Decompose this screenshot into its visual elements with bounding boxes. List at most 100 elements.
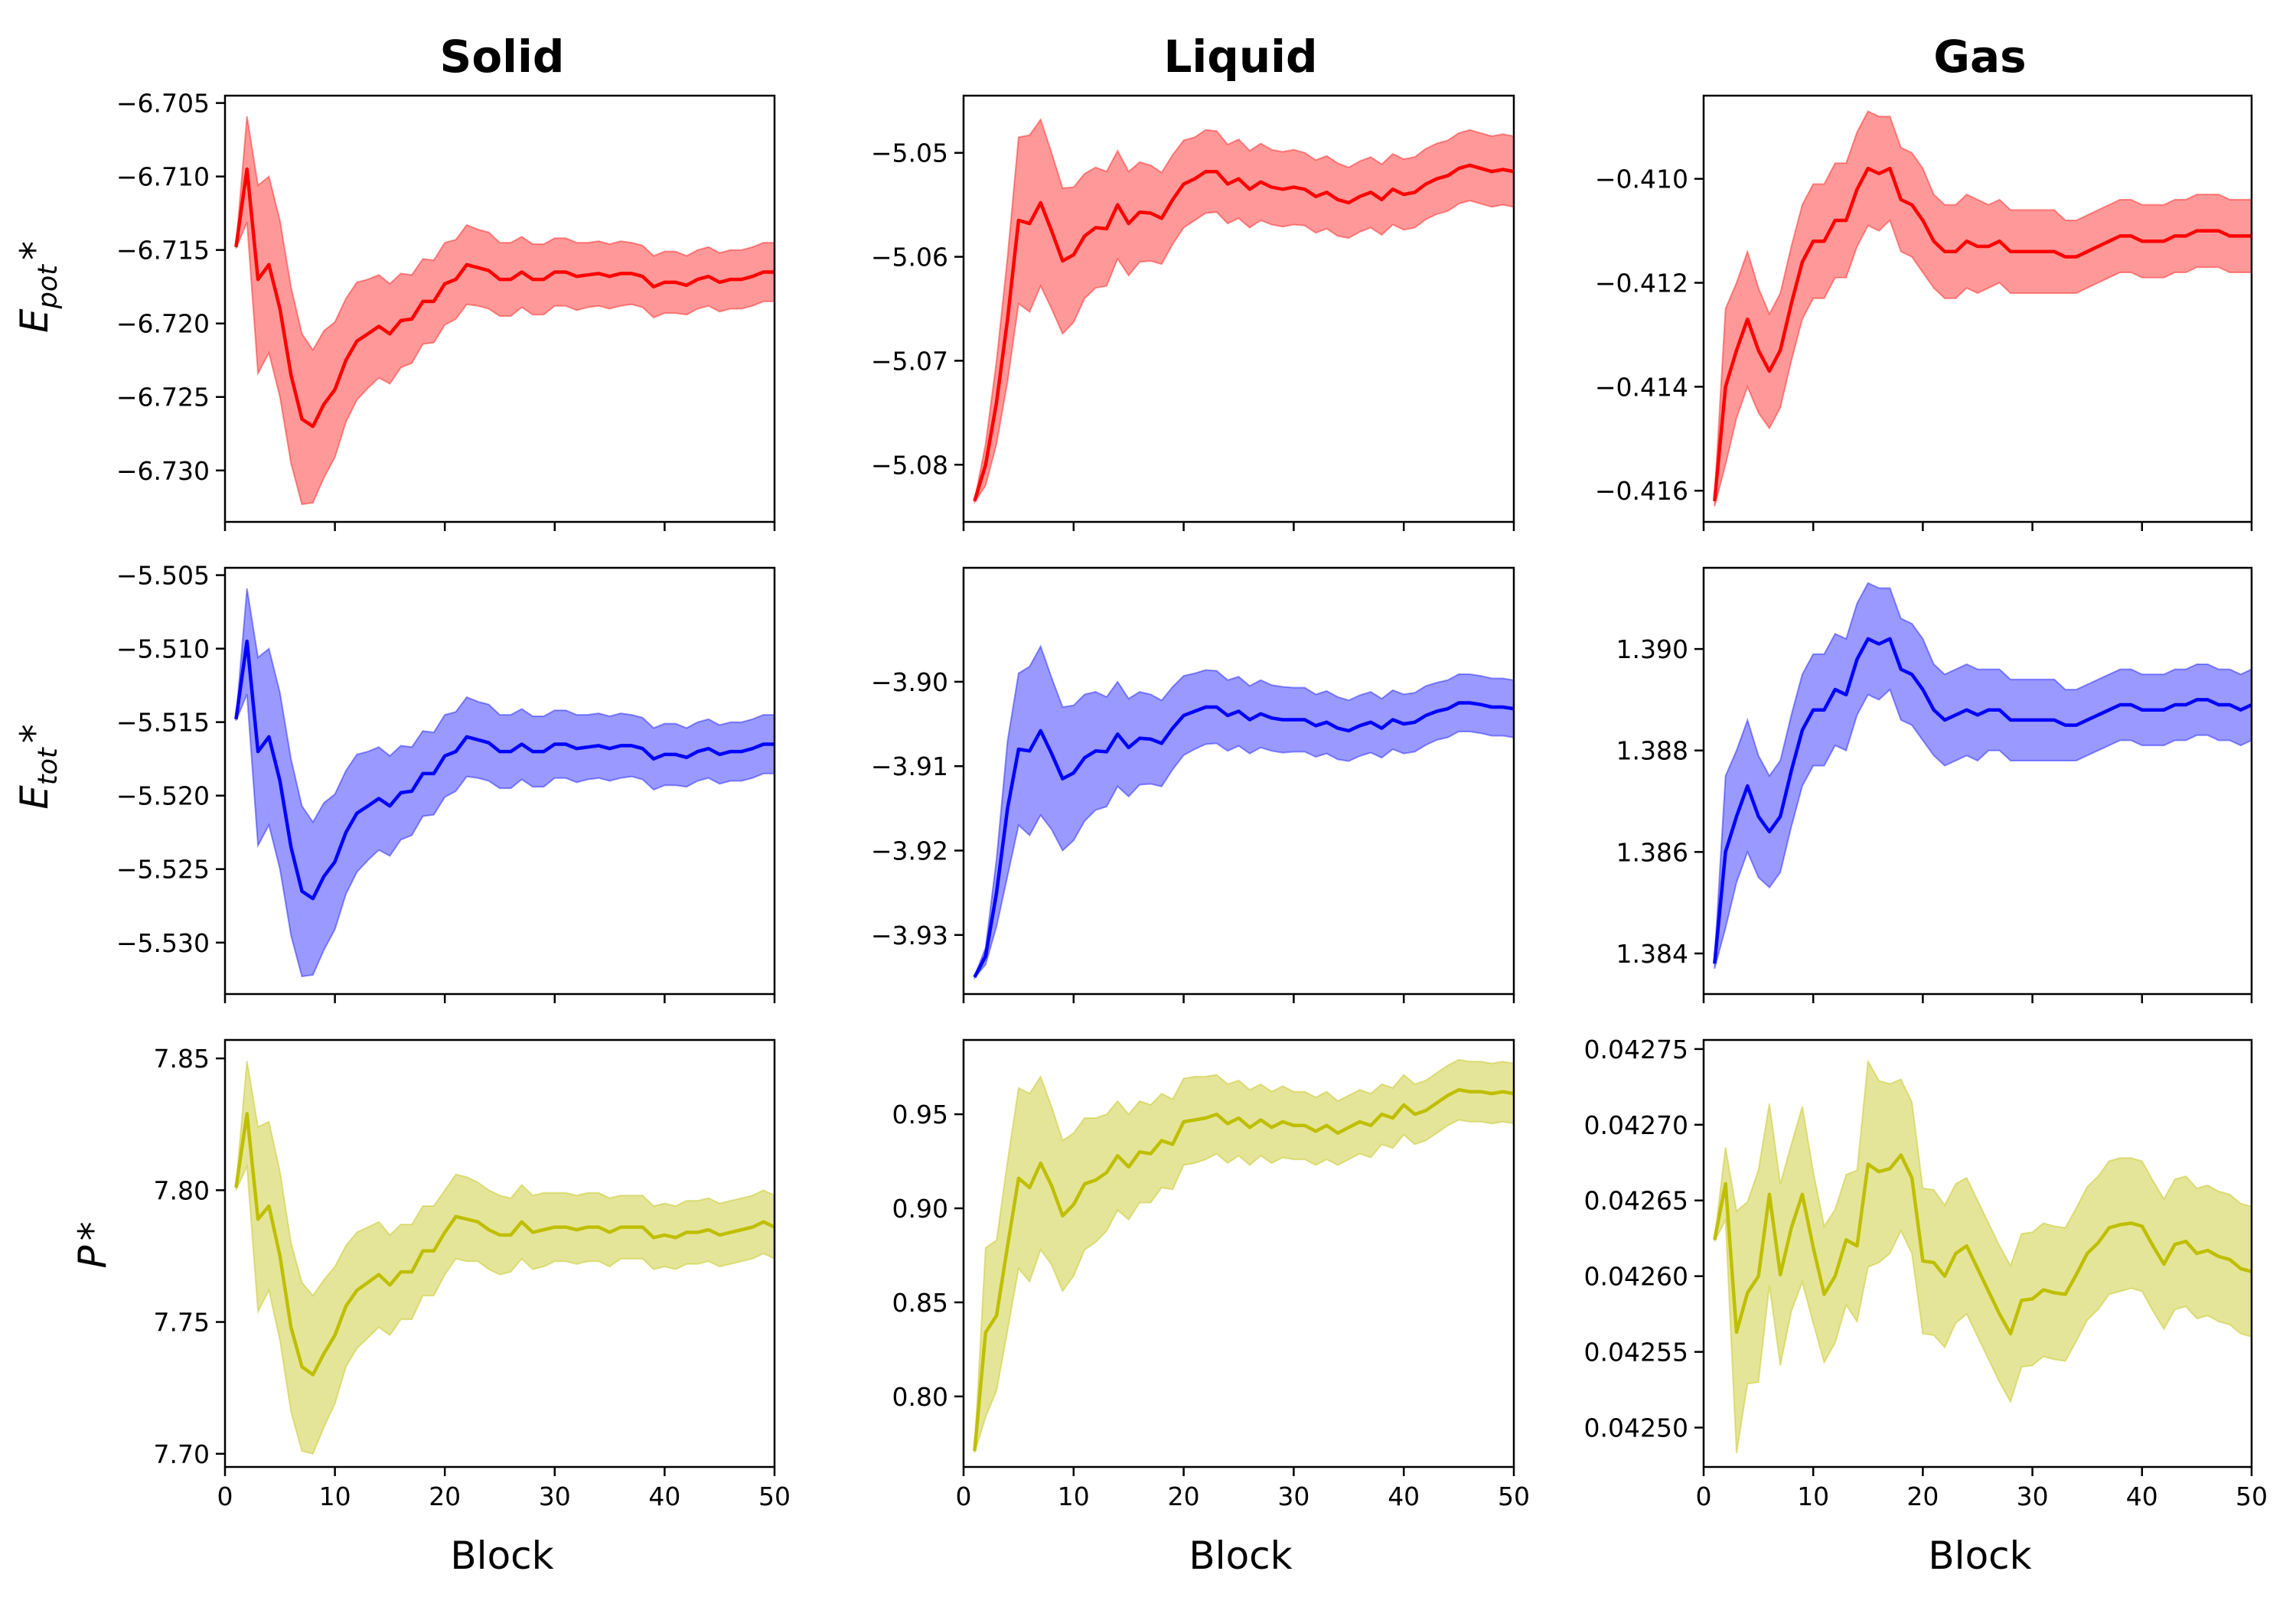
panel-etot-liquid-ytick-label: −3.92: [871, 836, 948, 865]
panel-p-solid-xtick-label: 40: [648, 1482, 680, 1511]
panel-p-gas-series-line: [1713, 1153, 2252, 1336]
panel-p-liquid-frame: [962, 1038, 1515, 1468]
panel-p-solid-ytick-label: 7.75: [154, 1308, 210, 1338]
panel-epot-gas-series-line: [1713, 166, 2252, 502]
panel-etot-gas-series-line: [1713, 637, 2252, 964]
panel-etot-gas-frame: [1702, 566, 2253, 996]
panel-p-solid-ytick-label: 7.70: [154, 1439, 210, 1469]
panel-p-solid: 0 10 20 30 40 50 7.70 7.75 7.80 7.85: [154, 1038, 791, 1511]
column-title-liquid: Liquid: [1163, 31, 1317, 83]
panel-etot-liquid-error-band: [974, 644, 1514, 980]
panel-p-gas-xtick-label: 50: [2236, 1482, 2268, 1511]
panel-epot-solid-ytick-label: −6.705: [116, 89, 210, 119]
panel-epot-liquid-ytick-label: −5.07: [871, 346, 948, 376]
panel-epot-liquid-error-band: [974, 117, 1514, 505]
panel-epot-solid: −6.730 −6.725 −6.720 −6.715 −6.710 −6.705: [116, 89, 776, 531]
panel-epot-solid-ytick-label: −6.725: [116, 383, 210, 412]
column-titles: Solid Liquid Gas: [440, 31, 2027, 83]
panel-epot-liquid-ytick-label: −5.05: [871, 139, 948, 168]
panel-epot-solid-ytick-label: −6.715: [116, 236, 210, 266]
panel-p-gas-xtick-label: 40: [2126, 1482, 2158, 1511]
panel-epot-liquid-ytick-label: −5.06: [871, 243, 948, 272]
x-label-liquid: Block: [1189, 1534, 1292, 1578]
panel-p-solid-series-line: [234, 1112, 775, 1377]
panel-etot-liquid-ytick-label: −3.91: [871, 751, 948, 781]
panel-etot-gas-ytick-label: 1.390: [1616, 634, 1688, 664]
panel-etot-liquid-frame: [962, 566, 1515, 996]
panel-p-gas-xtick-label: 20: [1906, 1482, 1939, 1511]
panel-p-solid-xtick-label: 0: [217, 1482, 233, 1511]
panel-p-gas-ytick-label: 0.04260: [1584, 1262, 1688, 1292]
panel-p-solid-frame: [223, 1038, 776, 1468]
panel-p-solid-xtick-label: 10: [319, 1482, 351, 1511]
panel-epot-solid-frame: [223, 94, 776, 523]
panel-p-gas-ytick-label: 0.04255: [1584, 1338, 1688, 1367]
column-title-solid: Solid: [440, 31, 565, 83]
panel-p-gas-ytick-label: 0.04275: [1584, 1035, 1688, 1064]
panel-etot-solid-ytick-label: −5.510: [116, 634, 210, 664]
panel-etot-gas: 1.384 1.386 1.388 1.390: [1616, 566, 2253, 1003]
panel-p-liquid-ytick-label: 0.80: [892, 1382, 948, 1412]
panel-epot-liquid-ytick-label: −5.08: [871, 450, 948, 480]
panel-etot-liquid-ytick-label: −3.93: [871, 921, 948, 950]
panel-p-gas-ytick-label: 0.04265: [1584, 1186, 1688, 1216]
panel-p-liquid-error-band: [974, 1058, 1514, 1453]
x-axis-labels: Block Block Block: [450, 1534, 2031, 1578]
panel-etot-solid-ytick-label: −5.525: [116, 855, 210, 885]
panel-etot-gas-ytick-label: 1.384: [1616, 939, 1688, 969]
x-label-gas: Block: [1928, 1534, 2031, 1578]
panel-p-liquid: 0 10 20 30 40 50 0.80 0.85 0.90 0.95: [892, 1038, 1530, 1511]
panel-p-liquid-xtick-label: 0: [956, 1482, 972, 1511]
row-label-etot: Etot*: [12, 724, 64, 809]
panel-p-liquid-xtick-label: 50: [1498, 1482, 1530, 1511]
panel-etot-solid-ytick-label: −5.515: [116, 708, 210, 738]
panel-etot-solid-frame: [223, 566, 776, 996]
panel-epot-gas-ytick-label: −0.414: [1595, 372, 1688, 402]
panel-p-solid-xtick-label: 50: [758, 1482, 791, 1511]
panel-epot-liquid-series-line: [973, 163, 1514, 502]
panel-epot-gas-frame: [1702, 94, 2253, 523]
x-label-solid: Block: [450, 1534, 553, 1578]
panel-p-liquid-xtick-label: 20: [1168, 1482, 1200, 1511]
panel-p-solid-ytick-label: 7.80: [154, 1175, 210, 1205]
panel-etot-solid-series-line: [234, 639, 775, 901]
panel-p-liquid-xtick-label: 10: [1058, 1482, 1090, 1511]
panel-etot-gas-error-band: [1714, 582, 2252, 970]
panel-p-solid-xtick-label: 30: [539, 1482, 571, 1511]
panel-epot-gas-ytick-label: −0.410: [1595, 165, 1688, 194]
panel-epot-solid-error-band: [235, 116, 775, 506]
panel-epot-gas-ytick-label: −0.412: [1595, 269, 1688, 298]
chart-panels: −6.730 −6.725 −6.720 −6.715 −6.710 −6.705 −5.0…: [116, 89, 2268, 1511]
panel-p-gas-ytick-label: 0.04250: [1584, 1413, 1688, 1443]
panel-etot-solid-error-band: [235, 588, 775, 978]
panel-p-gas-frame: [1702, 1038, 2253, 1468]
panel-epot-liquid: −5.08 −5.07 −5.06 −5.05: [871, 94, 1515, 531]
panel-epot-gas-ytick-label: −0.416: [1595, 476, 1688, 506]
panel-p-gas-xtick-label: 30: [2017, 1482, 2049, 1511]
panel-p-liquid-xtick-label: 40: [1388, 1482, 1420, 1511]
panel-p-liquid-series-line: [973, 1087, 1514, 1452]
panel-p-solid-xtick-label: 20: [429, 1482, 461, 1511]
panel-p-gas-ytick-label: 0.04270: [1584, 1110, 1688, 1140]
panel-etot-solid-ytick-label: −5.530: [116, 928, 210, 958]
panel-p-liquid-ytick-label: 0.85: [892, 1288, 948, 1318]
row-labels: Epot* Etot* P*: [12, 241, 115, 1269]
column-title-gas: Gas: [1933, 31, 2026, 83]
panel-epot-solid-series-line: [234, 167, 775, 429]
panel-epot-solid-ytick-label: −6.730: [116, 456, 210, 486]
row-label-epot: Epot*: [12, 241, 64, 333]
panel-epot-liquid-frame: [962, 94, 1515, 523]
panel-p-gas-xtick-label: 10: [1797, 1482, 1829, 1511]
panel-epot-solid-ytick-label: −6.720: [116, 309, 210, 339]
panel-etot-gas-ytick-label: 1.388: [1616, 736, 1688, 766]
panel-p-gas-xtick-label: 0: [1696, 1482, 1712, 1511]
panel-p-solid-ytick-label: 7.85: [154, 1044, 210, 1074]
panel-epot-gas-error-band: [1714, 110, 2252, 507]
panel-etot-solid: −5.530 −5.525 −5.520 −5.515 −5.510 −5.505: [116, 561, 776, 1003]
panel-p-solid-error-band: [235, 1061, 775, 1455]
panel-p-liquid-xtick-label: 30: [1277, 1482, 1309, 1511]
panel-etot-liquid-ytick-label: −3.90: [871, 667, 948, 697]
panel-etot-solid-ytick-label: −5.505: [116, 561, 210, 591]
panel-p-gas-error-band: [1714, 1058, 2252, 1454]
